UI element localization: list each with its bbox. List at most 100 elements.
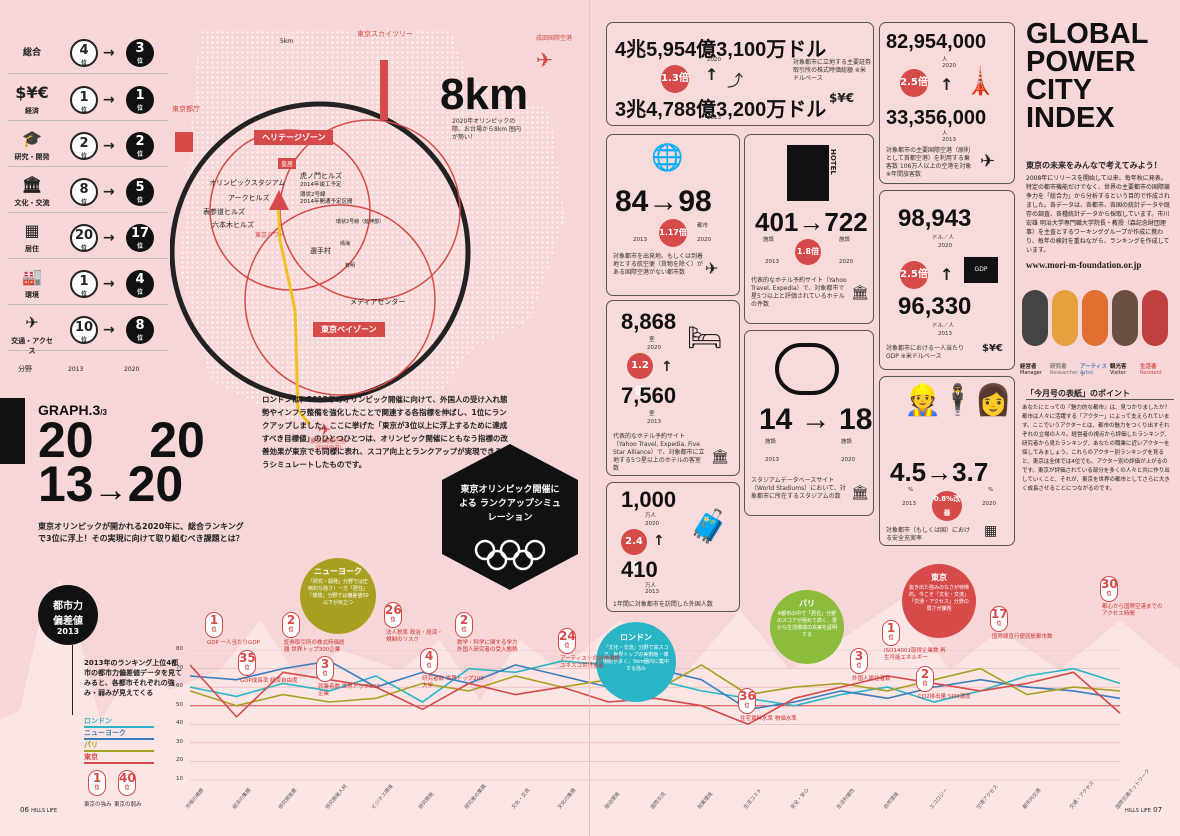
tokyo-tower-icon [269, 190, 289, 210]
pin-annotation: GDP 一人当たりGDP [207, 640, 260, 646]
gpci-url[interactable]: www.mori-m-foundation.or.jp [1026, 260, 1142, 270]
graph-caption: 東京オリンピックが開かれる2020年に、総合ランキングで3位に浮上！その実現に向… [38, 522, 244, 543]
traveler-icon: 🧳 [689, 507, 729, 545]
page-number-right: HILLS LIFE 07 [1125, 806, 1163, 814]
weakness-label: 東京の弱み [114, 802, 142, 808]
rooms-top-value: 8,868 [621, 309, 677, 334]
card-hotels: HOTEL 401→722 施設 施設 1.8倍 2013 2020 代表的なホ… [744, 134, 874, 324]
deviation-badge: 都市力 偏差値 2013 [38, 585, 98, 645]
airplane-icon: ✈ [536, 48, 553, 72]
livability-icon: ▦ [984, 523, 998, 539]
arrow-icon: → [103, 230, 115, 246]
control-tower-icon: 🗼 [964, 67, 997, 97]
visitors-badge: 2.4倍 [621, 529, 647, 573]
callout-london: ロンドン 「文化・交流」分野で高スコア。世界トップの美術館・博物館が多く、5km… [596, 622, 676, 702]
visitors-top-value: 1,000 [621, 487, 677, 512]
y-tick: 50 [176, 701, 183, 708]
gdp-badge: 1.3倍 [661, 65, 689, 93]
omotesando-hills-label: 表参道ヒルズ [203, 208, 245, 216]
stadium-values: 14 → 18 [759, 403, 873, 436]
loop2-ext-label: 環状2号線（延伸部） [336, 219, 385, 225]
passengers-bottom-value: 33,356,000 [886, 107, 987, 129]
rank-pin: 24 位 [558, 628, 576, 654]
research-icon: 🎓 [22, 129, 42, 148]
loop2-note: 2014年開通予定区間 [300, 199, 353, 205]
badge-connector [72, 645, 73, 715]
culture-icon: 🏛 [711, 449, 729, 465]
tocho-icon [175, 132, 193, 152]
chart-trend-icon: ⤴ [727, 71, 744, 90]
haneda-sub-label: （羽田空港） [312, 446, 346, 452]
gpci-subtitle: 東京の未来をみんなで考えてみよう！ [1026, 161, 1162, 170]
card-gdp-per-capita: 98,943 ドル／人 2020 2.5倍 ↑ GDP 96,330 ドル／人 … [879, 190, 1015, 370]
up-arrow-icon: ↑ [661, 359, 673, 375]
rank-2020: 17 位 [126, 224, 154, 252]
pin-annotation: 国際線直行便就航都市数 [992, 634, 1053, 640]
gdpcap-top-value: 98,943 [898, 205, 972, 232]
airplane-icon: ✈ [705, 259, 719, 278]
rank-2013: 10 位 [70, 316, 98, 344]
hotel-badge: 1.8倍 [795, 239, 821, 265]
rooms-badge: 1.2倍 [627, 353, 653, 397]
currency-icon: $¥€ [982, 343, 1003, 354]
gdpcap-badge: 2.5倍 [900, 261, 928, 289]
currency-icon: $¥€ [829, 91, 855, 105]
rank-2013: 20 位 [70, 224, 98, 252]
rank-pin: 30 位 [1100, 576, 1118, 602]
gdpcap-note: 対象都市における一人当たりGDP ※米ドルベース [886, 345, 965, 360]
crime-values: 4.5→3.7 [890, 457, 989, 487]
gpci-title: GLOBAL POWER CITY INDEX [1026, 18, 1149, 134]
card-airport-passengers: 82,954,000 人 2020 2.5倍 ↑ 🗼 33,356,000 人 … [879, 22, 1015, 184]
passengers-top-value: 82,954,000 [886, 31, 987, 53]
roppongi-hills-label: 六本木ヒルズ [212, 221, 254, 229]
table-footer-field: 分野 [18, 365, 32, 373]
arrow-icon: → [103, 138, 115, 154]
up-arrow-icon: ↑ [653, 533, 665, 549]
pin-annotation: 都心から国際空港までのアクセス時間 [1102, 604, 1163, 617]
callout-paris: パリ 4都市の中で「居住」分野のスコアが極めて高く、豊かな生活環境の充実を証明す… [770, 590, 844, 664]
haneda-label: 東京国際空港 [310, 438, 347, 445]
legend-paris: パリ [84, 740, 154, 752]
bay-zone-label: 東京ベイゾーン [313, 322, 385, 337]
transport-icon: ✈ [25, 313, 39, 332]
stadium-icon [775, 343, 839, 395]
tokyo-tower-label: 東京タワー [255, 232, 286, 239]
actors-illustration [1020, 290, 1172, 360]
ariake-label: 有明 [345, 263, 356, 269]
gdpcap-bottom-value: 96,330 [898, 293, 972, 320]
up-arrow-icon: ↑ [705, 65, 719, 84]
hotel-building-icon [787, 145, 829, 201]
card-stadiums: 14 → 18 施設 施設 2013 2020 スタジアムデータベースサイト（W… [744, 330, 874, 516]
point-body: あなたにとっての『魅力的な都市』は、見つかりましたか？都市は人々に活躍する「アク… [1022, 405, 1171, 492]
cities-badge: 1.17倍 [659, 219, 687, 247]
legend-london: ロンドン [84, 716, 154, 728]
loop2-road [276, 199, 312, 426]
pin-annotation: GDP成長率 経済自由度 [240, 678, 298, 684]
crime-note: 対象都市（もしくは国）における安全充実率 [886, 527, 971, 542]
legend-newyork: ニューヨーク [84, 728, 154, 740]
strength-label: 東京の強み [84, 802, 112, 808]
pin-annotation: 証券取引所の株式時価総額 世界トップ300企業 [284, 640, 345, 653]
year-headline: 20 20 13→20 [38, 412, 205, 512]
table-footer-2020: 2020 [124, 366, 140, 373]
pin-annotation: 住宅賃料水準 物価水準 [740, 716, 797, 722]
narita-label: 成田国際空港 [536, 35, 573, 42]
map-graphic [170, 30, 565, 426]
toranomon-label: 虎ノ門ヒルズ [300, 172, 342, 180]
y-tick: 20 [176, 757, 183, 764]
bottom-description: 2013年のランキング上位4都市の都市力偏差値データを見てみると、各都市それぞれ… [84, 659, 182, 697]
rank-row-livability: ▦ 居住 20 位 → 17 位 [8, 218, 168, 259]
y-tick: 60 [176, 683, 183, 690]
up-arrow-icon: ↑ [940, 265, 954, 284]
gdp-top-value: 4兆5,954億3,100万ドル [615, 39, 827, 61]
